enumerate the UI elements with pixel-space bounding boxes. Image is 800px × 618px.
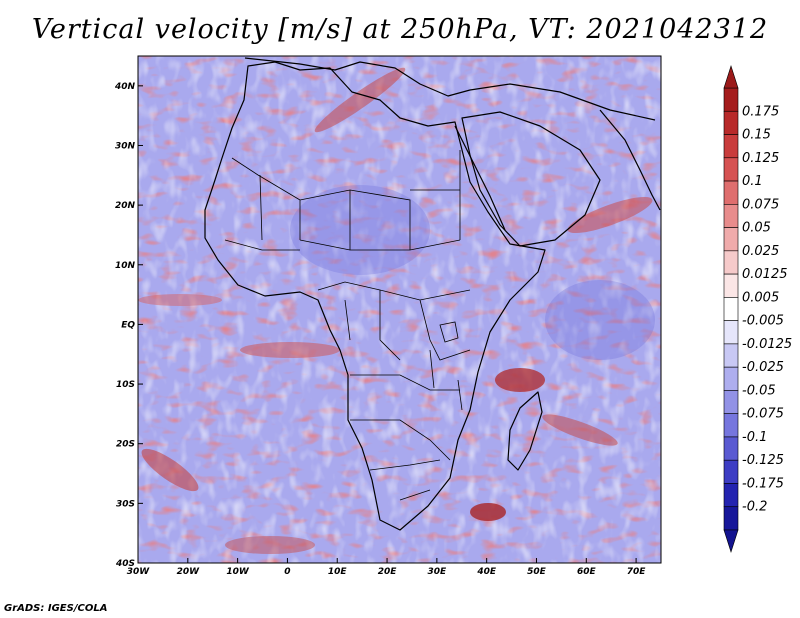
colorbar-swatch xyxy=(723,180,739,205)
lon-tick-label: 20W xyxy=(177,567,201,577)
velocity-field xyxy=(138,56,661,563)
lon-tick-label: 0 xyxy=(284,567,290,577)
lat-tick-label: 30S xyxy=(116,499,135,509)
colorbar-max-arrow xyxy=(723,65,739,89)
updraft-southern-ocean xyxy=(225,536,315,554)
subsidence-sahara xyxy=(290,185,430,275)
colorbar-swatch xyxy=(723,134,739,159)
lat-tick-label: EQ xyxy=(121,320,135,330)
colorbar-swatch xyxy=(723,227,739,252)
lat-tick-label: 20S xyxy=(116,440,135,450)
lon-tick-label: 10E xyxy=(328,567,348,577)
colorbar-label: 0.005 xyxy=(742,290,779,305)
colorbar-swatch xyxy=(723,343,739,368)
colorbar-label: -0.075 xyxy=(742,407,784,422)
lake-tanganyika xyxy=(429,349,435,389)
updraft-gulf-band xyxy=(240,342,340,358)
lon-tick-label: 30E xyxy=(428,567,448,577)
colorbar-swatch xyxy=(723,366,739,391)
colorbar-swatch xyxy=(723,320,739,345)
plot-frame xyxy=(137,55,662,564)
colorbar-swatch xyxy=(723,413,739,438)
lat-tick-label: 40N xyxy=(114,82,136,92)
colorbar-label: 0.0125 xyxy=(742,267,788,282)
lake-victoria xyxy=(439,321,459,343)
updraft-arabian-sea xyxy=(567,196,653,234)
colorbar-swatch xyxy=(723,459,739,484)
border-lines xyxy=(224,150,471,501)
colorbar-label: 0.075 xyxy=(742,197,779,212)
colorbar-label: -0.005 xyxy=(742,314,784,329)
colorbar-swatch xyxy=(723,297,739,321)
lon-tick-label: 60E xyxy=(577,567,597,577)
colorbar-label: -0.1 xyxy=(742,430,767,445)
lon-tick-label: 20E xyxy=(378,567,398,577)
subsidence-indian-ocean xyxy=(545,280,655,360)
lake-malawi xyxy=(457,379,463,411)
coastlines xyxy=(204,57,661,531)
colorbar-swatch xyxy=(723,436,739,461)
colorbar-label: -0.2 xyxy=(742,500,767,515)
colorbar-label: -0.025 xyxy=(742,360,784,375)
europe-coastline xyxy=(244,57,656,121)
lat-tick-label: 30N xyxy=(115,141,136,151)
lat-tick-label: 40S xyxy=(115,559,135,569)
colorbar-swatch xyxy=(723,87,739,112)
colorbar-swatch xyxy=(723,110,739,135)
colorbar-swatch xyxy=(723,483,739,508)
colorbar-label: 0.175 xyxy=(742,104,779,119)
colorbar-label: 0.025 xyxy=(742,244,779,259)
updraft-south-atlantic xyxy=(141,448,199,492)
colorbar-swatch xyxy=(723,273,739,298)
colorbar-label: -0.125 xyxy=(742,453,784,468)
colorbar-min-arrow xyxy=(723,529,739,553)
red-sea xyxy=(454,125,506,231)
lat-tick-label: 20N xyxy=(115,201,136,211)
arabia-coastline xyxy=(461,111,601,247)
updraft-south-africa-coast xyxy=(470,503,506,521)
updraft-indian-ocean xyxy=(542,414,618,446)
latitude-axis: 40N 30N 20N 10N EQ 10S 20S 30S 40S xyxy=(114,82,143,569)
updraft-equatorial-atlantic xyxy=(138,294,222,306)
colorbar-label: -0.0125 xyxy=(742,337,792,352)
asia-coastline xyxy=(599,109,661,211)
colorbar-label: 0.125 xyxy=(742,151,779,166)
colorbar-swatch xyxy=(723,204,739,228)
colorbar-label: -0.05 xyxy=(742,383,776,398)
colorbar-label: 0.05 xyxy=(742,221,771,236)
colorbar-label: 0.1 xyxy=(742,174,763,189)
colorbar: 0.175 0.15 0.125 0.1 0.075 0.05 0.025 0.0125 0.0… xyxy=(723,65,792,553)
lat-tick-label: 10N xyxy=(115,261,136,271)
lon-tick-label: 10W xyxy=(226,567,250,577)
lon-tick-label: 30W xyxy=(127,567,151,577)
colorbar-label: 0.15 xyxy=(742,128,771,143)
lon-tick-label: 40E xyxy=(476,567,497,577)
country-borders xyxy=(224,150,471,501)
colorbar-swatch xyxy=(723,390,739,414)
updraft-mozambique-channel xyxy=(495,368,545,392)
grads-credit: GrADS: IGES/COLA xyxy=(4,603,108,614)
longitude-axis: 30W 20W 10W 0 10E 20E 30E 40E 50E 60E 70E xyxy=(127,558,647,577)
lon-tick-label: 50E xyxy=(527,567,547,577)
colorbar-swatch xyxy=(723,157,739,182)
colorbar-label: -0.175 xyxy=(742,476,784,491)
madagascar-coastline xyxy=(507,391,543,471)
lon-tick-label: 70E xyxy=(627,567,647,577)
updraft-mediterranean xyxy=(314,67,406,133)
colorbar-swatch xyxy=(723,250,739,275)
colorbar-swatch xyxy=(723,506,739,531)
africa-coastline xyxy=(204,61,546,531)
lat-tick-label: 10S xyxy=(116,380,135,390)
plot-title: Vertical velocity [m/s] at 250hPa, VT: 2… xyxy=(31,14,769,45)
